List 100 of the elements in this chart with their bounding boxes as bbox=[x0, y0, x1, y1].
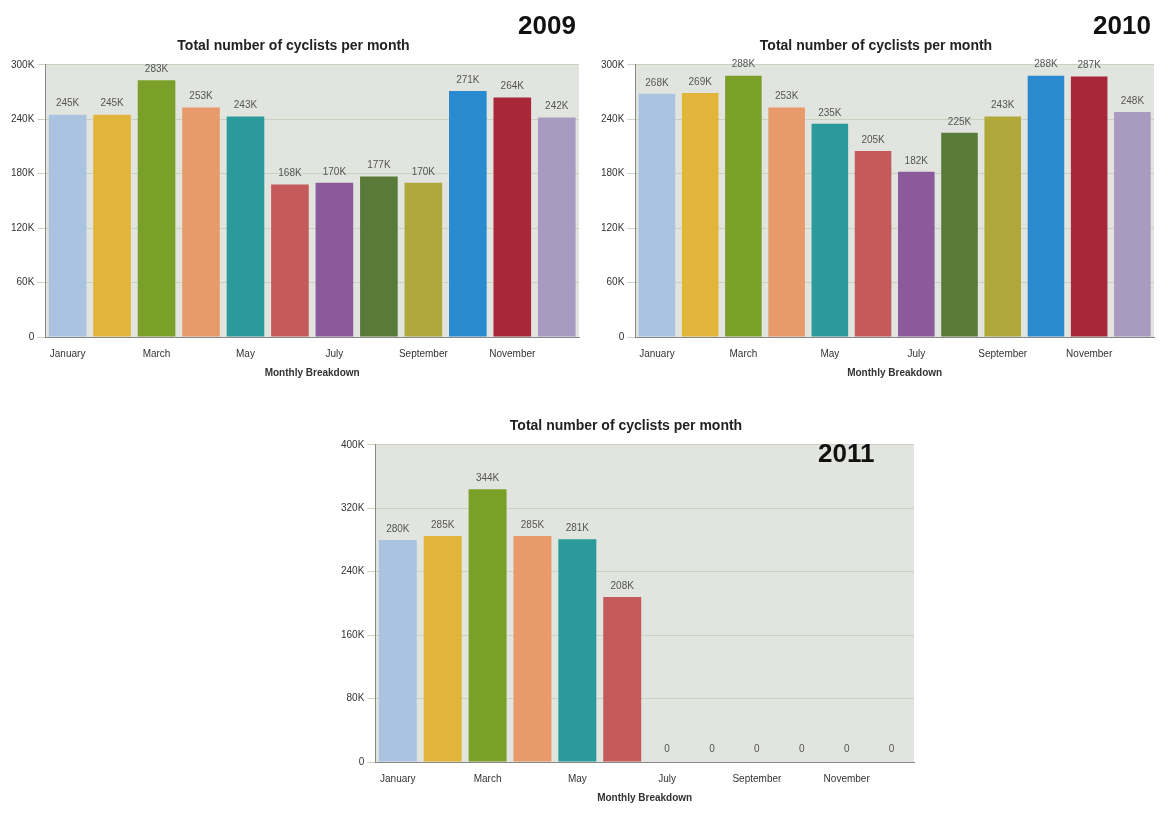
bar bbox=[1070, 76, 1108, 337]
bar bbox=[404, 182, 443, 337]
data-label: 243K bbox=[233, 99, 258, 111]
data-label: 177K bbox=[367, 159, 391, 171]
x-tick-label: March bbox=[142, 347, 171, 359]
y-tick-label: 240K bbox=[11, 112, 35, 124]
data-label: 235K bbox=[818, 106, 842, 118]
data-label: 268K bbox=[645, 76, 669, 88]
bar bbox=[449, 91, 487, 337]
data-label: 280K bbox=[386, 522, 410, 534]
data-label: 248K bbox=[1120, 94, 1145, 106]
bar bbox=[1114, 111, 1151, 337]
x-tick-label: November bbox=[823, 772, 871, 784]
data-label: 0 bbox=[843, 742, 850, 754]
bar bbox=[493, 97, 532, 337]
y-tick-label: 240K bbox=[341, 565, 365, 577]
x-tick-label: November bbox=[489, 347, 537, 359]
x-tick-label: July bbox=[907, 347, 926, 359]
bar bbox=[315, 182, 354, 337]
bar bbox=[681, 92, 719, 337]
data-label: 245K bbox=[55, 97, 80, 109]
x-tick-label: September bbox=[398, 347, 449, 359]
y-tick-label: 0 bbox=[28, 330, 35, 342]
bar bbox=[725, 75, 762, 337]
bar bbox=[941, 132, 978, 337]
bar bbox=[137, 80, 176, 337]
data-label: 245K bbox=[100, 97, 125, 109]
chart-title: Total number of cyclists per month bbox=[759, 37, 993, 54]
bar bbox=[854, 151, 892, 337]
data-label: 243K bbox=[991, 99, 1015, 111]
y-tick-label: 120K bbox=[601, 221, 625, 233]
data-label: 170K bbox=[322, 165, 347, 177]
x-axis-title: Monthly Breakdown bbox=[847, 366, 943, 378]
y-tick-label: 300K bbox=[11, 58, 35, 70]
y-tick-label: 0 bbox=[618, 330, 625, 342]
data-label: 283K bbox=[144, 62, 169, 74]
x-tick-label: May bbox=[820, 347, 840, 359]
x-tick-label: July bbox=[658, 772, 677, 784]
data-label: 253K bbox=[774, 90, 799, 102]
data-label: 0 bbox=[888, 742, 895, 754]
y-tick-label: 80K bbox=[346, 692, 365, 704]
x-tick-label: March bbox=[473, 772, 502, 784]
bar bbox=[423, 536, 462, 762]
y-tick-label: 0 bbox=[358, 755, 365, 767]
bar bbox=[558, 539, 597, 762]
chart-title: Total number of cyclists per month bbox=[177, 37, 410, 54]
data-label: 281K bbox=[565, 521, 590, 533]
y-tick-label: 300K bbox=[601, 58, 625, 70]
bar bbox=[768, 107, 805, 337]
chart-title: Total number of cyclists per month bbox=[509, 417, 743, 434]
y-tick-label: 240K bbox=[601, 112, 625, 124]
y-tick-label: 160K bbox=[341, 628, 365, 640]
data-label: 225K bbox=[947, 115, 972, 127]
y-tick-label: 60K bbox=[16, 276, 35, 288]
data-label: 344K bbox=[475, 471, 500, 483]
data-label: 285K bbox=[431, 518, 455, 530]
y-tick-label: 400K bbox=[341, 438, 365, 450]
data-label: 288K bbox=[1034, 58, 1058, 70]
bar bbox=[1027, 75, 1065, 337]
x-axis-title: Monthly Breakdown bbox=[597, 791, 693, 803]
x-tick-label: March bbox=[729, 347, 758, 359]
data-label: 287K bbox=[1077, 59, 1102, 71]
bar bbox=[537, 117, 576, 337]
bar bbox=[984, 116, 1022, 337]
text: 2009 bbox=[518, 10, 576, 41]
bar bbox=[603, 597, 642, 762]
bar bbox=[271, 184, 309, 337]
x-tick-label: May bbox=[567, 772, 587, 784]
x-axis-title: Monthly Breakdown bbox=[264, 366, 360, 378]
data-label: 170K bbox=[411, 165, 436, 177]
y-tick-label: 60K bbox=[606, 276, 625, 288]
data-label: 205K bbox=[861, 133, 886, 145]
data-label: 0 bbox=[664, 742, 671, 754]
annotation: 2011 bbox=[818, 438, 875, 469]
bar bbox=[468, 489, 507, 762]
x-tick-label: September bbox=[732, 772, 783, 784]
data-label: 182K bbox=[904, 154, 929, 166]
bar bbox=[811, 123, 849, 337]
x-tick-label: September bbox=[978, 347, 1028, 359]
x-tick-label: January bbox=[639, 347, 675, 359]
bar bbox=[226, 116, 265, 337]
bar bbox=[638, 93, 676, 337]
data-label: 168K bbox=[278, 167, 302, 179]
data-label: 0 bbox=[799, 742, 805, 754]
x-tick-label: January bbox=[380, 772, 416, 784]
data-label: 288K bbox=[731, 58, 756, 70]
text: 2010 bbox=[1093, 10, 1151, 41]
bar bbox=[93, 114, 131, 337]
x-tick-label: November bbox=[1066, 347, 1113, 359]
x-tick-label: May bbox=[236, 347, 255, 359]
y-tick-label: 180K bbox=[601, 167, 625, 179]
data-label: 208K bbox=[610, 579, 635, 591]
bar bbox=[898, 171, 935, 337]
data-label: 285K bbox=[520, 518, 545, 530]
data-label: 271K bbox=[456, 73, 480, 85]
bar bbox=[378, 539, 417, 762]
data-label: 253K bbox=[189, 90, 214, 102]
y-tick-label: 120K bbox=[11, 221, 35, 233]
x-tick-label: July bbox=[325, 347, 344, 359]
y-tick-label: 180K bbox=[11, 167, 35, 179]
